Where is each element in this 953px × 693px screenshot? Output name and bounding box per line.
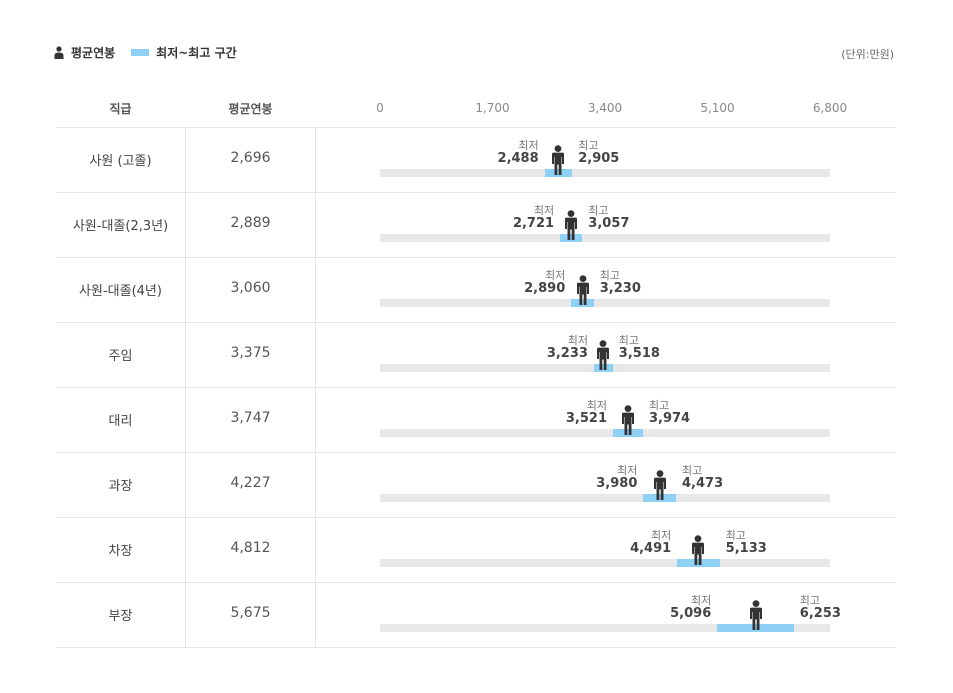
bar-track [380,169,830,177]
max-label: 최고 [578,139,599,152]
avg-value: 3,375 [230,345,271,361]
avg-value: 4,227 [230,475,271,491]
x-tick-label: 0 [376,101,384,115]
min-label: 최저 [691,594,712,607]
row-divider [56,257,896,258]
bar-track [380,234,830,242]
person-icon [552,145,565,175]
min-value: 3,521 [565,411,608,426]
person-icon [653,470,666,500]
grade-label: 과장 [108,479,133,494]
min-value: 2,488 [497,151,539,166]
min-label: 최저 [545,269,566,282]
min-label: 최저 [533,204,555,217]
legend-avg-label: 평균연봉 [71,46,116,60]
row-divider [56,387,896,388]
max-label: 최고 [648,399,670,412]
bar-track [380,559,830,567]
min-value: 5,096 [670,606,712,621]
min-value: 2,890 [524,281,566,296]
person-icon [576,275,589,305]
max-label: 최고 [799,594,821,607]
max-label: 최고 [725,529,746,542]
min-value: 3,980 [596,476,638,491]
person-icon [597,340,610,370]
avg-value: 4,812 [230,540,271,556]
row-divider [56,647,896,648]
x-tick-label: 1,700 [475,101,510,115]
person-icon [565,210,578,240]
range-bar [560,234,583,242]
avg-value: 3,747 [230,410,271,426]
range-bar [613,429,643,437]
row-divider [56,192,896,193]
range-bar [643,494,676,502]
max-value: 4,473 [682,476,724,491]
range-swatch [131,49,150,56]
header-avg: 평균연봉 [228,102,273,116]
max-value: 3,518 [618,346,660,361]
min-value: 4,491 [630,541,672,556]
x-tick-label: 3,400 [587,101,623,115]
column-divider [315,127,316,647]
person-icon [621,405,634,435]
bar-track [380,299,830,307]
max-value: 3,057 [588,216,630,231]
grade-label: 사원-대졸(2,3년) [72,219,169,234]
header-grade: 직급 [109,102,132,116]
max-label: 최고 [618,334,640,347]
max-value: 5,133 [725,541,767,556]
range-bar [677,559,720,567]
range-bar [593,364,613,372]
legend-range-label: 최저~최고 구간 [156,46,237,60]
range-bar [544,169,573,177]
person-icon [692,535,705,565]
min-label: 최저 [650,529,672,542]
grade-label: 차장 [108,544,133,559]
min-value: 2,721 [512,216,555,231]
max-label: 최고 [682,464,703,477]
max-label: 최고 [599,269,620,282]
max-value: 6,253 [799,606,841,621]
row-divider [56,582,896,583]
avg-value: 2,696 [230,150,271,166]
grade-label: 부장 [108,609,133,624]
range-bar [571,299,594,307]
row-divider [56,517,896,518]
grade-label: 사원 (고졸) [89,154,152,169]
grade-label: 대리 [108,414,133,429]
avg-value: 2,889 [230,215,271,231]
min-label: 최저 [567,334,588,347]
max-value: 3,974 [648,411,691,426]
max-label: 최고 [588,204,609,217]
row-divider [56,322,896,323]
x-tick-label: 5,100 [700,101,735,115]
unit-label: (단위:만원) [841,48,894,61]
bar-track [380,624,830,632]
row-divider [56,127,896,128]
row-divider [56,452,896,453]
min-label: 최저 [617,464,638,477]
range-bar [717,624,794,632]
x-tick-label: 6,800 [812,101,848,115]
column-divider [185,127,186,647]
max-value: 3,230 [599,281,641,296]
bar-track [380,494,830,502]
legend-item-avg: 평균연봉 [54,44,115,61]
bar-track [380,429,830,437]
person-icon [749,600,762,630]
legend: 평균연봉 최저~최고 구간 [54,44,253,61]
min-value: 3,233 [546,346,588,361]
grade-label: 주임 [108,349,133,364]
min-label: 최저 [518,139,539,152]
max-value: 2,905 [578,151,620,166]
legend-item-range: 최저~최고 구간 [131,44,237,61]
avg-value: 5,675 [230,605,271,621]
min-label: 최저 [586,399,608,412]
grade-label: 사원-대졸(4년) [79,284,162,299]
person-icon [54,46,64,59]
avg-value: 3,060 [230,280,271,296]
